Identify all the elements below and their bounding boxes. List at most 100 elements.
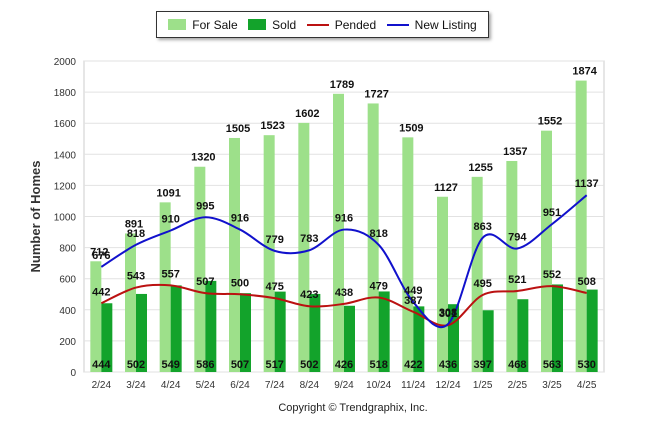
new-listing-data-label: 783	[300, 233, 318, 245]
for-sale-bar	[367, 103, 379, 372]
legend-label: For Sale	[192, 17, 238, 32]
new-listing-data-label: 995	[196, 200, 214, 212]
sold-swatch	[248, 19, 267, 30]
sold-top-data-label: 500	[231, 277, 249, 289]
sold-bottom-data-label: 444	[92, 359, 111, 371]
y-tick-label: 0	[70, 368, 76, 379]
y-axis-title: Number of Homes	[28, 161, 43, 273]
sold-bar	[274, 291, 286, 372]
for-sale-bar	[506, 160, 518, 372]
sold-bottom-data-label: 426	[335, 359, 353, 371]
y-tick-label: 800	[59, 244, 76, 255]
sold-bar	[378, 291, 390, 372]
sold-bottom-data-label: 422	[404, 359, 422, 371]
x-tick-label: 4/24	[161, 380, 181, 391]
for-sale-bar	[194, 166, 206, 372]
y-tick-label: 1400	[54, 150, 77, 161]
x-tick-label: 3/24	[126, 380, 146, 391]
sold-bar	[344, 305, 355, 372]
sold-bar	[170, 285, 182, 372]
for-sale-data-label: 1789	[330, 79, 354, 91]
legend-item-sold: Sold	[248, 18, 296, 32]
sold-bottom-data-label: 502	[127, 359, 145, 371]
sold-top-data-label: 507	[196, 276, 214, 288]
new-listing-data-label: 916	[231, 213, 249, 225]
x-tick-label: 1/25	[473, 380, 493, 391]
legend-item-for-sale: For Sale	[168, 17, 238, 32]
x-tick-label: 7/24	[265, 380, 285, 391]
for-sale-data-label: 1091	[156, 187, 180, 199]
new-listing-data-label: 794	[508, 232, 527, 244]
x-tick-label: 11/24	[401, 380, 426, 391]
sold-bar	[586, 289, 598, 372]
legend-label: New Listing	[414, 17, 477, 32]
y-tick-label: 600	[59, 275, 76, 286]
sold-top-data-label: 301	[439, 308, 457, 320]
sold-bottom-data-label: 507	[231, 359, 249, 371]
for-sale-data-label: 1320	[191, 152, 215, 164]
x-tick-label: 5/24	[196, 380, 216, 391]
x-tick-label: 12/24	[435, 380, 460, 391]
for-sale-data-label: 1523	[260, 120, 284, 132]
for-sale-bar	[159, 202, 171, 372]
sold-top-data-label: 438	[335, 287, 353, 299]
for-sale-bar	[471, 176, 483, 372]
y-tick-label: 1600	[54, 119, 77, 130]
for-sale-data-label: 891	[125, 218, 143, 230]
sold-top-data-label: 557	[161, 268, 179, 280]
y-tick-label: 1000	[54, 213, 77, 224]
sold-top-data-label: 442	[92, 286, 110, 298]
sold-bottom-data-label: 563	[543, 359, 561, 371]
for-sale-bar	[575, 80, 587, 372]
sold-top-data-label: 521	[508, 274, 526, 286]
x-tick-label: 8/24	[300, 380, 320, 391]
legend-item-new-listing: New Listing	[386, 17, 477, 32]
sold-bottom-data-label: 517	[265, 359, 283, 371]
sold-bar	[101, 303, 113, 372]
new-listing-data-label: 951	[543, 207, 561, 219]
for-sale-data-label: 1127	[434, 182, 458, 194]
for-sale-bar	[402, 137, 414, 372]
copyright-footer: Copyright © Trendgraphix, Inc.	[278, 402, 428, 414]
y-tick-label: 200	[59, 337, 76, 348]
sold-top-data-label: 543	[127, 271, 145, 283]
new-listing-data-label: 818	[369, 228, 387, 240]
new-listing-data-label: 910	[161, 213, 179, 225]
sold-bottom-data-label: 468	[508, 359, 526, 371]
sold-bar	[240, 293, 251, 372]
for-sale-bar	[541, 130, 552, 372]
new-listing-data-label: 863	[473, 221, 491, 233]
sold-bottom-data-label: 397	[473, 359, 491, 371]
sold-bottom-data-label: 436	[439, 359, 457, 371]
for-sale-data-label: 1509	[399, 122, 423, 134]
for-sale-bar	[125, 233, 136, 372]
x-tick-label: 9/24	[334, 380, 354, 391]
for-sale-data-label: 1357	[503, 146, 527, 158]
sold-bar	[309, 293, 321, 372]
y-tick-label: 2000	[54, 57, 77, 68]
sold-top-data-label: 508	[577, 276, 595, 288]
for-sale-swatch	[168, 19, 187, 30]
sold-bottom-data-label: 549	[161, 359, 179, 371]
x-tick-label: 4/25	[577, 380, 597, 391]
pended-line	[100, 283, 587, 327]
sold-top-data-label: 475	[265, 281, 283, 293]
new-listing-data-label: 1137	[575, 178, 599, 190]
x-tick-label: 2/25	[508, 380, 528, 391]
sold-bar	[136, 293, 147, 372]
sold-top-data-label: 479	[369, 281, 387, 293]
for-sale-bar	[333, 93, 344, 373]
for-sale-bar	[90, 261, 102, 372]
sold-bar	[448, 304, 459, 372]
new-listing-swatch	[386, 23, 409, 26]
sold-bottom-data-label: 502	[300, 359, 318, 371]
sold-top-data-label: 552	[543, 269, 561, 281]
y-tick-label: 400	[59, 306, 76, 317]
for-sale-data-label: 1874	[572, 66, 597, 78]
new-listing-data-label: 916	[335, 213, 353, 225]
x-tick-label: 6/24	[230, 380, 250, 391]
for-sale-bar	[437, 196, 448, 372]
for-sale-data-label: 1505	[226, 123, 250, 135]
legend-label: Sold	[272, 17, 297, 32]
new-listing-line	[100, 194, 588, 329]
